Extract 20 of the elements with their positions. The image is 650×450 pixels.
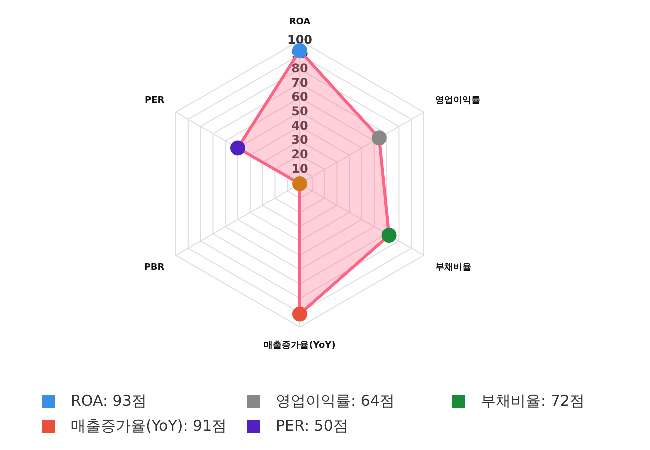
y-tick-label: 30: [292, 133, 308, 148]
y-tick-label: 20: [292, 147, 308, 162]
y-tick-label: 100: [287, 32, 313, 47]
y-tick-label: 70: [292, 76, 308, 90]
y-tick-label: 80: [292, 62, 308, 76]
spoke-label: PER: [145, 96, 165, 106]
spoke-label: 영업이익률: [435, 96, 480, 106]
spoke-label: 매출증가율(YoY): [264, 340, 336, 351]
text: 매출증가율(YoY): 91점: [71, 417, 228, 435]
text: PER: 50점: [276, 417, 348, 435]
y-tick-label: 10: [292, 162, 308, 176]
y-tick-label: 40: [292, 118, 308, 133]
text: ROA: 93점: [71, 392, 147, 410]
spoke-label: ROA: [289, 18, 311, 28]
spoke-label: 부채비율: [435, 262, 472, 273]
text: 부채비율: 72점: [481, 392, 585, 410]
text: 영업이익률: 64점: [276, 392, 395, 410]
spoke-label: PBR: [144, 262, 165, 273]
y-tick-label: 50: [292, 104, 308, 119]
y-tick-label: 60: [292, 90, 308, 104]
